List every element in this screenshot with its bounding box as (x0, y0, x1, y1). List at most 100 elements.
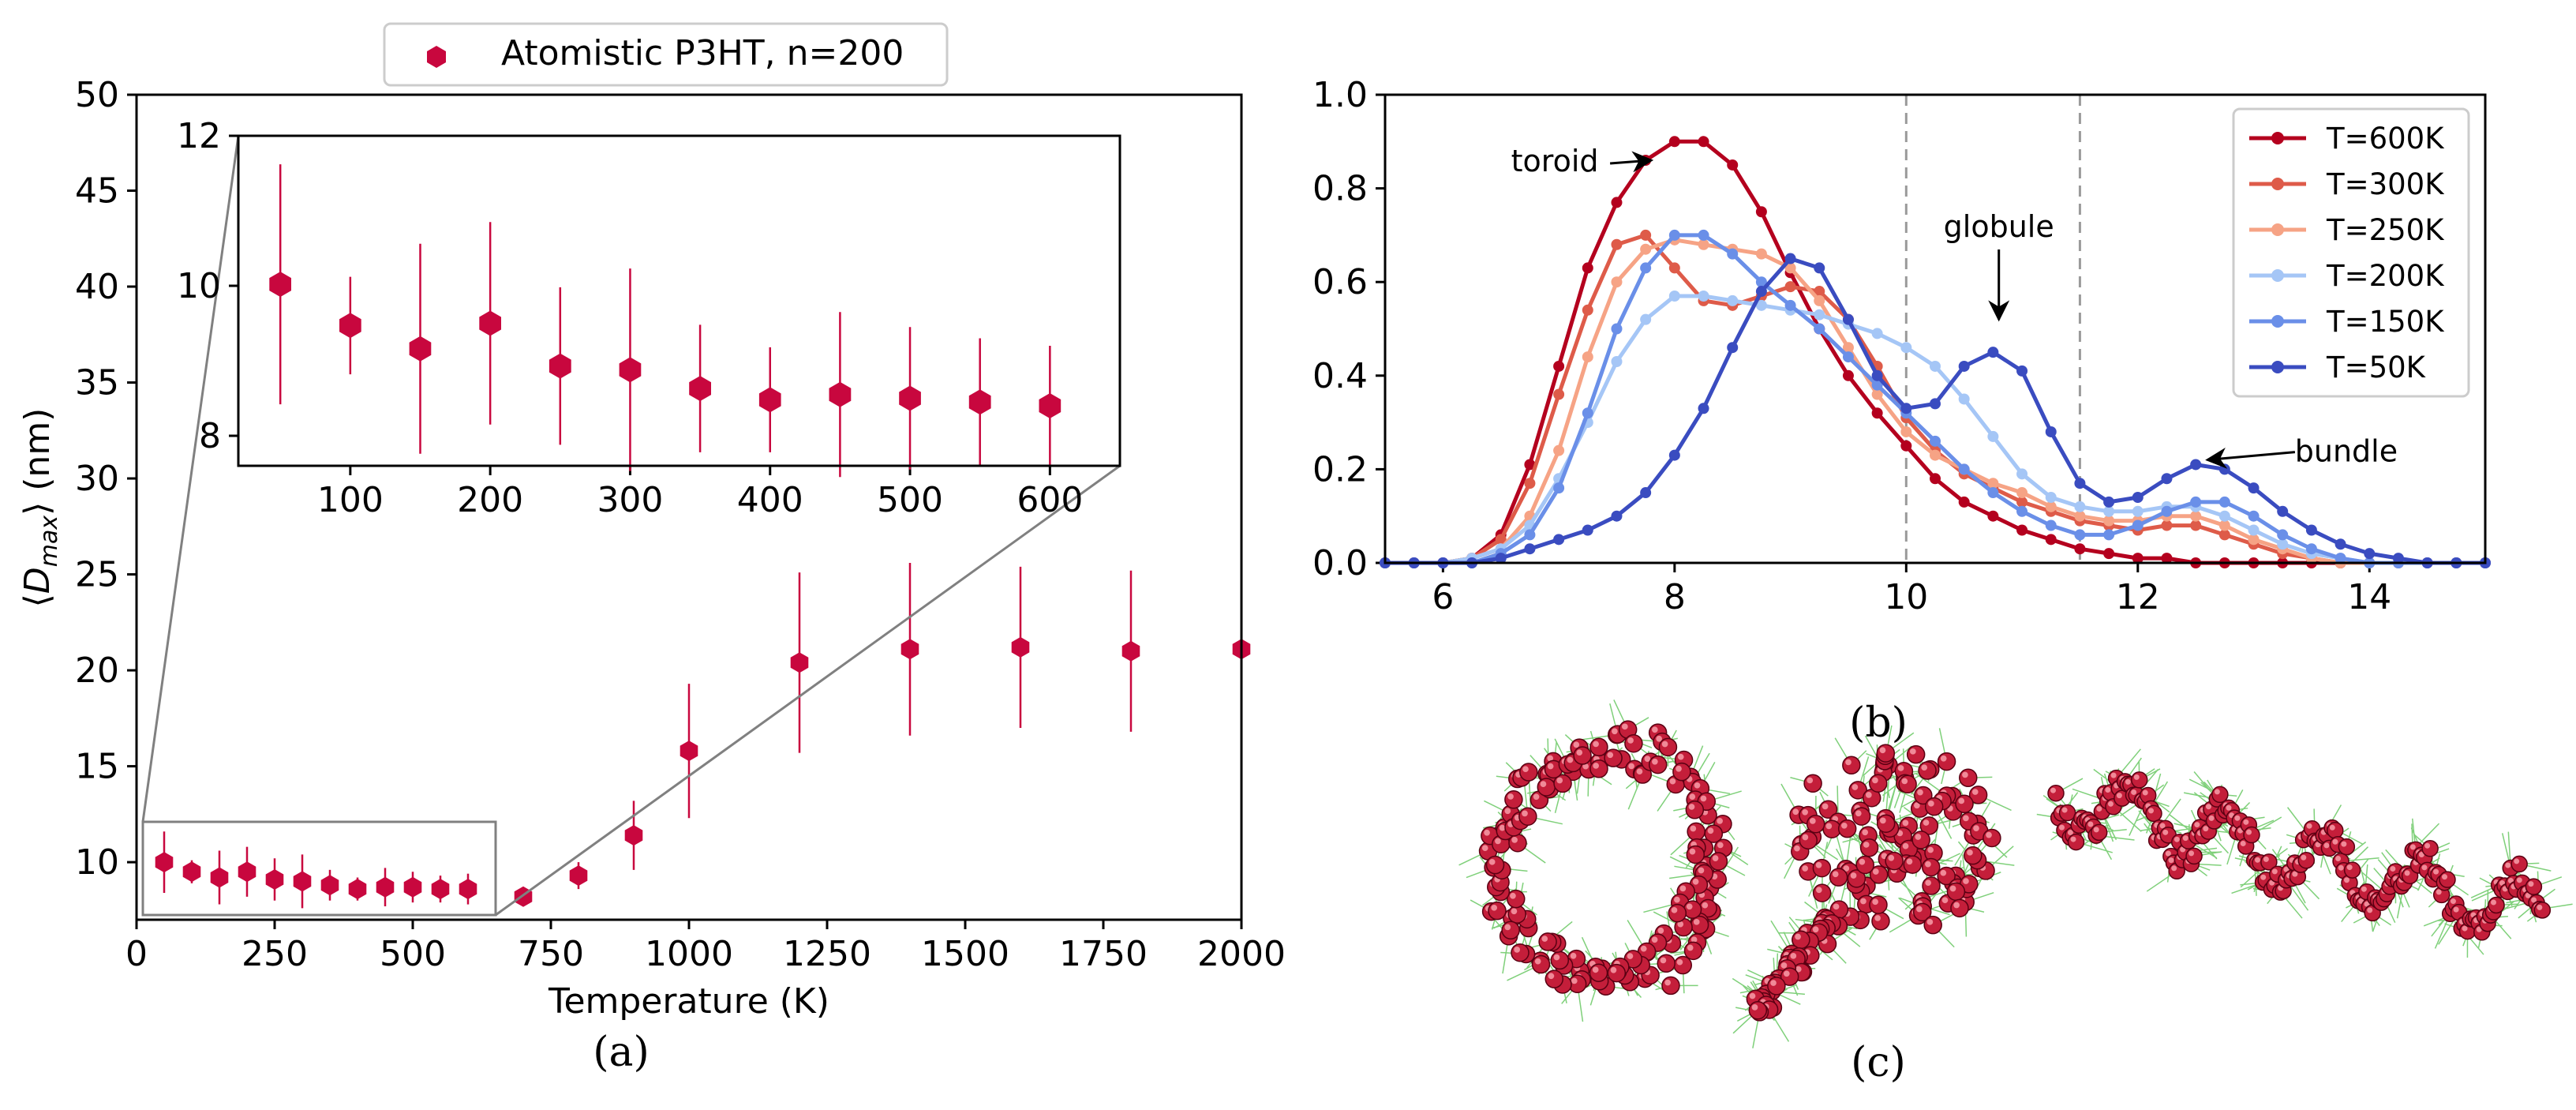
molecule-bead-highlight (1548, 973, 1555, 980)
molecule-bead-highlight (1962, 771, 1968, 778)
b-point (2074, 543, 2086, 555)
molecule-bead-highlight (1909, 748, 1916, 755)
b-point (1930, 435, 1941, 447)
molecule-bead-highlight (2067, 830, 2073, 836)
b-point (1784, 281, 1796, 293)
b-point (1784, 299, 1796, 311)
b-point (1698, 136, 1709, 148)
a-inset-ticks: 100 200 300 400 500 600 8 10 12 (177, 116, 1083, 520)
a-main-ticks: 0 250 500 750 1000 1250 1500 1750 20001015202530… (75, 75, 1286, 974)
b-point (2161, 505, 2173, 517)
b-point (1582, 407, 1593, 419)
molecule-bead (1686, 845, 1705, 864)
molecule-bead (1911, 831, 1930, 849)
b-point (1553, 444, 1565, 456)
b-point (1958, 393, 1970, 405)
b-point (2334, 538, 2346, 550)
molecule-bead (2510, 855, 2528, 873)
molecule-bead (1507, 889, 1526, 909)
molecule-bead (2338, 838, 2356, 856)
molecule-bead (1683, 941, 1703, 961)
a-point (265, 869, 284, 890)
b-point (2132, 519, 2144, 531)
molecule-bead-highlight (2450, 898, 2456, 905)
molecule-bead-highlight (2514, 858, 2520, 864)
a-xtick-label: 1250 (783, 934, 871, 974)
molecule-bead-highlight (1707, 827, 1714, 834)
b-point (1958, 496, 1970, 508)
molecule-bead-highlight (2165, 850, 2171, 857)
molecule-bead-highlight (2182, 835, 2188, 842)
b-xtick-label: 10 (1884, 577, 1928, 617)
molecule-bead-highlight (1690, 825, 1697, 832)
b-point (1958, 360, 1970, 372)
a-inset-point (269, 272, 291, 298)
molecule-bead (2185, 847, 2203, 865)
b-point (1524, 529, 1536, 541)
molecule-bead-highlight (1879, 817, 1886, 824)
molecule-bead-highlight (1874, 915, 1881, 921)
b-point (1755, 248, 1767, 260)
molecule-bead-highlight (1676, 958, 1683, 966)
a-xtick-label: 500 (380, 934, 446, 974)
molecule-bead-highlight (1917, 789, 1923, 796)
molecule-bead (1903, 855, 1923, 874)
b-legend-label: T=300K (2326, 167, 2445, 201)
b-point (2074, 529, 2086, 541)
molecule-bead-highlight (1640, 945, 1647, 952)
b-annotation-toroid: toroid (1511, 144, 1599, 178)
b-legend-swatch-dot (2271, 132, 2284, 144)
molecule-bead-highlight (1593, 763, 1600, 769)
molecule-bead-highlight (2528, 881, 2534, 887)
b-point (1958, 463, 1970, 475)
molecule-bead-highlight (1593, 741, 1599, 748)
b-point (1814, 294, 1825, 306)
molecule-bead (2131, 771, 2148, 789)
molecule-bead (1964, 846, 1983, 865)
molecule-bead-highlight (1717, 842, 1724, 849)
molecule-bead-highlight (2516, 877, 2522, 883)
molecule-bead-highlight (1802, 834, 1809, 841)
molecule-bead-highlight (1927, 846, 1934, 853)
b-point (2132, 553, 2144, 564)
molecule-bead-highlight (1582, 763, 1589, 770)
molecule-bead (1589, 737, 1608, 757)
panel-c: (c) (1458, 699, 2573, 1086)
a-legend: Atomistic P3HT, n=200 (383, 22, 949, 87)
b-point (2364, 548, 2376, 560)
molecule-bead-highlight (1843, 865, 1850, 872)
b-point (1842, 369, 1854, 381)
molecule-bead-highlight (1855, 810, 1862, 817)
molecule-bead-highlight (2234, 815, 2241, 821)
molecule-bead (1687, 822, 1705, 842)
b-xtick-label: 14 (2347, 577, 2391, 617)
a-point (320, 875, 339, 896)
molecule-bead-highlight (2332, 838, 2338, 845)
molecule-bead (1658, 737, 1678, 757)
a-point (459, 879, 477, 900)
molecule-bead-highlight (1702, 902, 1709, 909)
molecule-bead (1806, 814, 1825, 834)
b-point (2161, 473, 2173, 485)
b-point (2161, 519, 2173, 531)
a-xlabel: Temperature (K) (548, 981, 829, 1022)
a-inset-xtick-label: 100 (317, 480, 384, 520)
molecule-bead-highlight (1534, 958, 1541, 965)
panel-b: 6 8 10 12 14 0.0 0.2 0.4 0.6 0.8 1.0 toroid globule… (1312, 75, 2491, 747)
molecule-bead-highlight (2168, 857, 2174, 864)
molecule-bead-highlight (2061, 807, 2068, 813)
molecule-bead-highlight (1925, 861, 1931, 868)
molecule-bead-highlight (2409, 844, 2416, 850)
molecule-bead (2090, 823, 2108, 842)
b-point (1871, 328, 1883, 339)
molecule-bead-highlight (1657, 927, 1664, 934)
molecule-bead-highlight (1488, 858, 1496, 865)
molecule-bead-highlight (1621, 723, 1628, 730)
molecule-bead (2058, 804, 2076, 822)
molecule-bead-highlight (2505, 862, 2511, 868)
molecule-bead (1924, 797, 1944, 816)
a-inset-ytick-label: 10 (177, 266, 221, 306)
b-point (2103, 529, 2115, 541)
molecule-bead (1661, 976, 1680, 996)
b-point (1987, 487, 1999, 499)
